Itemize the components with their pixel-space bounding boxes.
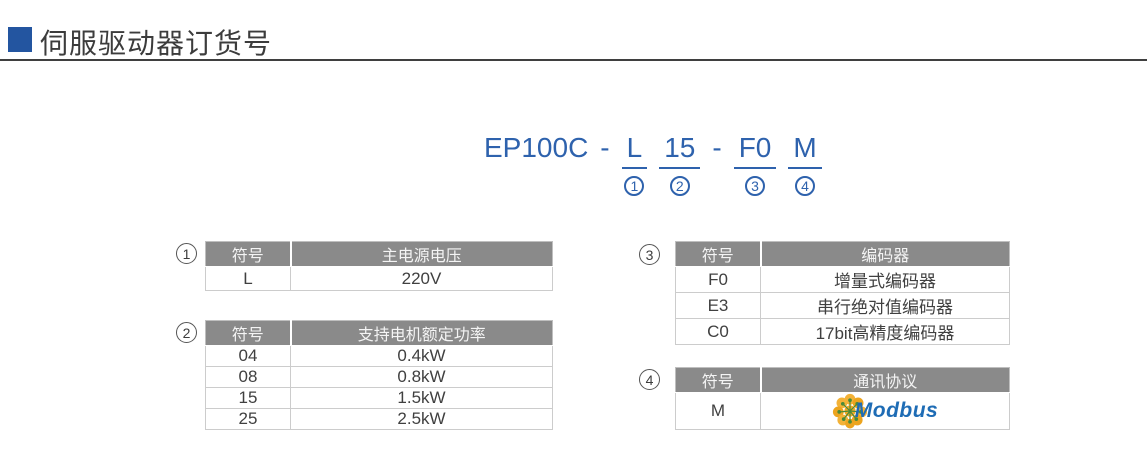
model-segment-voltage: L 1 bbox=[621, 132, 648, 197]
table-row: 25 2.5kW bbox=[205, 408, 553, 430]
cell-symbol: L bbox=[205, 266, 291, 291]
table-2-circled-number: 2 bbox=[176, 322, 197, 343]
col-header-rated-power: 支持电机额定功率 bbox=[290, 320, 553, 346]
table-row: 15 1.5kW bbox=[205, 387, 553, 409]
table-communication-protocol: 符号 通讯协议 M bbox=[675, 367, 1010, 430]
col-header-main-voltage: 主电源电压 bbox=[290, 241, 553, 267]
model-segment-voltage-code: L bbox=[621, 132, 648, 170]
cell-value: 0.4kW bbox=[290, 345, 553, 367]
cell-symbol: 08 bbox=[205, 366, 291, 388]
cell-value: 0.8kW bbox=[290, 366, 553, 388]
section-marker-square bbox=[8, 27, 32, 52]
cell-value: 17bit高精度编码器 bbox=[760, 318, 1010, 345]
model-segment-power: 15 2 bbox=[659, 132, 701, 197]
cell-value: 串行绝对值编码器 bbox=[760, 292, 1010, 319]
table-1-circled-number: 1 bbox=[176, 243, 197, 264]
model-segment-protocol: M 4 bbox=[788, 132, 822, 197]
circled-number-3-icon: 3 bbox=[745, 176, 766, 197]
model-segment-encoder: F0 3 bbox=[733, 132, 777, 197]
model-separator: - bbox=[600, 132, 610, 163]
modbus-logo-text: Modbus bbox=[854, 399, 939, 422]
table-row: 08 0.8kW bbox=[205, 366, 553, 388]
modbus-logo: Modbus bbox=[761, 393, 1009, 429]
col-header-protocol: 通讯协议 bbox=[760, 367, 1010, 393]
cell-protocol-logo: Modbus bbox=[760, 392, 1010, 430]
cell-symbol: 04 bbox=[205, 345, 291, 367]
col-header-symbol: 符号 bbox=[205, 241, 292, 267]
col-header-encoder: 编码器 bbox=[760, 241, 1010, 267]
model-separator: - bbox=[712, 132, 722, 163]
cell-symbol: C0 bbox=[675, 318, 761, 345]
col-header-symbol: 符号 bbox=[675, 367, 762, 393]
cell-value: 增量式编码器 bbox=[760, 266, 1010, 293]
table-row: L 220V bbox=[205, 266, 553, 291]
section-title: 伺服驱动器订货号 bbox=[40, 28, 273, 59]
model-segment-encoder-code: F0 bbox=[733, 132, 777, 170]
table-4-circled-number: 4 bbox=[639, 369, 660, 390]
cell-value: 1.5kW bbox=[290, 387, 553, 409]
circled-number-4-icon: 4 bbox=[795, 176, 816, 197]
cell-symbol: 15 bbox=[205, 387, 291, 409]
cell-symbol: M bbox=[675, 392, 761, 430]
col-header-symbol: 符号 bbox=[675, 241, 762, 267]
modbus-flower-icon bbox=[832, 393, 867, 429]
table-header-row: 符号 支持电机额定功率 bbox=[205, 320, 553, 346]
circled-number-2-icon: 2 bbox=[669, 176, 690, 197]
model-segment-power-code: 15 bbox=[659, 132, 701, 170]
table-header-row: 符号 通讯协议 bbox=[675, 367, 1010, 393]
section-divider-rule bbox=[0, 59, 1147, 61]
table-3-circled-number: 3 bbox=[639, 244, 660, 265]
table-row: C0 17bit高精度编码器 bbox=[675, 318, 1010, 345]
table-encoder: 符号 编码器 F0 增量式编码器 E3 串行绝对值编码器 C0 17bit高精度… bbox=[675, 241, 1010, 345]
col-header-symbol: 符号 bbox=[205, 320, 292, 346]
model-segment-protocol-code: M bbox=[788, 132, 822, 170]
model-prefix: EP100C bbox=[484, 132, 589, 163]
table-row: E3 串行绝对值编码器 bbox=[675, 292, 1010, 319]
cell-symbol: E3 bbox=[675, 292, 761, 319]
table-main-supply-voltage: 符号 主电源电压 L 220V bbox=[205, 241, 553, 291]
table-header-row: 符号 编码器 bbox=[675, 241, 1010, 267]
table-row: F0 增量式编码器 bbox=[675, 266, 1010, 293]
table-row: M bbox=[675, 392, 1010, 430]
table-header-row: 符号 主电源电压 bbox=[205, 241, 553, 267]
circled-number-1-icon: 1 bbox=[624, 176, 645, 197]
ordering-code-diagram: EP100C - L 1 15 2 - F0 3 M 4 bbox=[484, 132, 822, 197]
cell-symbol: F0 bbox=[675, 266, 761, 293]
table-row: 04 0.4kW bbox=[205, 345, 553, 367]
cell-value: 220V bbox=[290, 266, 553, 291]
cell-symbol: 25 bbox=[205, 408, 291, 430]
table-motor-rated-power: 符号 支持电机额定功率 04 0.4kW 08 0.8kW 15 1.5kW 2… bbox=[205, 320, 553, 430]
cell-value: 2.5kW bbox=[290, 408, 553, 430]
